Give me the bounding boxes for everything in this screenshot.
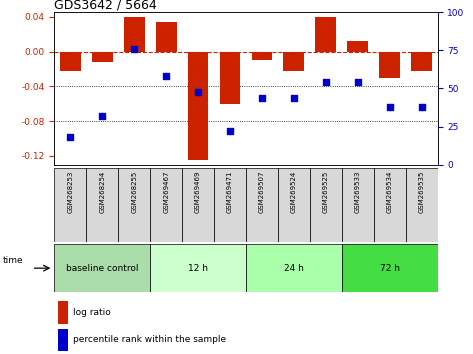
Text: GSM269534: GSM269534 (386, 170, 393, 213)
Bar (252, 52, 272, 60)
Text: GSM269533: GSM269533 (355, 170, 361, 213)
Text: GSM269469: GSM269469 (195, 170, 201, 213)
Bar (342, 168, 374, 242)
Bar (87, 168, 118, 242)
Bar (283, 52, 304, 71)
Bar (60, 52, 81, 71)
Point (322, 80, 330, 85)
Bar (246, 244, 342, 292)
Bar (219, 52, 240, 104)
Bar (347, 41, 368, 52)
Bar (150, 168, 182, 242)
Point (131, 46, 138, 52)
Point (226, 128, 234, 134)
Point (258, 95, 266, 101)
Text: GSM269525: GSM269525 (323, 170, 329, 213)
Bar (246, 168, 278, 242)
Bar (379, 52, 400, 78)
Bar (54, 168, 87, 242)
Bar (58, 329, 68, 351)
Point (386, 104, 394, 110)
Point (290, 95, 298, 101)
Text: baseline control: baseline control (66, 264, 139, 273)
Bar (150, 244, 246, 292)
Point (98, 113, 106, 119)
Text: GSM268255: GSM268255 (131, 170, 137, 213)
Point (354, 80, 361, 85)
Bar (342, 244, 438, 292)
Bar (374, 168, 406, 242)
Text: GSM268253: GSM268253 (67, 170, 73, 213)
Text: 24 h: 24 h (284, 264, 304, 273)
Text: 12 h: 12 h (188, 264, 208, 273)
Bar (156, 22, 176, 52)
Point (162, 74, 170, 79)
Bar (406, 168, 438, 242)
Text: percentile rank within the sample: percentile rank within the sample (73, 336, 226, 344)
Text: GSM269471: GSM269471 (227, 170, 233, 213)
Point (418, 104, 425, 110)
Bar (54, 244, 150, 292)
Point (194, 89, 202, 95)
Bar (411, 52, 432, 71)
Bar (278, 168, 310, 242)
Text: GSM269535: GSM269535 (419, 170, 425, 213)
Text: GSM269467: GSM269467 (163, 170, 169, 213)
Bar (315, 17, 336, 52)
Bar (58, 302, 68, 324)
Bar (214, 168, 246, 242)
Bar (182, 168, 214, 242)
Text: GSM269524: GSM269524 (291, 170, 297, 213)
Text: GSM269507: GSM269507 (259, 170, 265, 213)
Point (67, 135, 74, 140)
Text: GDS3642 / 5664: GDS3642 / 5664 (54, 0, 157, 11)
Text: time: time (3, 257, 23, 266)
Bar (124, 17, 145, 52)
Text: log ratio: log ratio (73, 308, 111, 317)
Text: GSM268254: GSM268254 (99, 170, 105, 213)
Bar (188, 52, 209, 160)
Bar (92, 52, 113, 62)
Bar (310, 168, 342, 242)
Bar (118, 168, 150, 242)
Text: 72 h: 72 h (380, 264, 400, 273)
